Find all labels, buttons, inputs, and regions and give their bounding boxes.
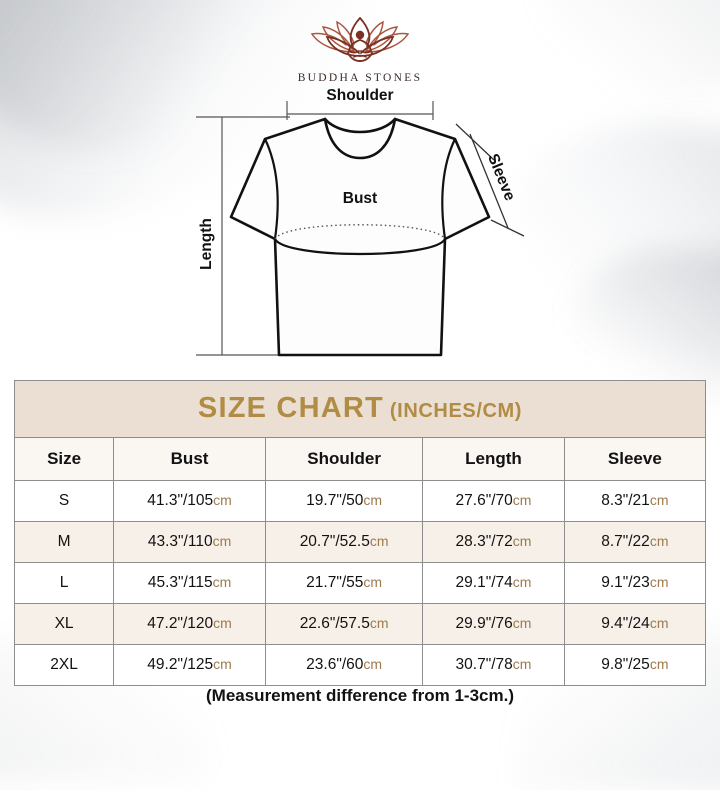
measurement-difference-note: (Measurement difference from 1-3cm.) — [206, 686, 514, 705]
cell-bust: 49.2"/125cm — [113, 644, 266, 685]
cell-size: 2XL — [15, 644, 114, 685]
size-chart-table: Size Bust Shoulder Length Sleeve S 41.3"… — [15, 437, 705, 685]
sleeve-label: Sleeve — [484, 151, 518, 203]
size-chart-units: (INCHES/CM) — [389, 400, 523, 422]
cell-shoulder: 20.7"/52.5cm — [264, 521, 423, 563]
cell-size: XL — [15, 603, 114, 645]
armhole-seam-right — [441, 138, 456, 240]
length-label: Length — [198, 218, 215, 270]
cell-bust: 47.2"/120cm — [113, 603, 266, 645]
column-header-sleeve: Sleeve — [563, 437, 705, 481]
cell-length: 29.1"/74cm — [422, 562, 565, 604]
cell-shoulder: 19.7"/50cm — [264, 480, 423, 522]
cell-size: L — [15, 562, 114, 604]
tshirt-outline — [229, 117, 491, 357]
bust-arc-lower — [274, 238, 446, 256]
tshirt-measurement-diagram: Shoulder Bust Length Sleeve — [196, 87, 525, 357]
cell-sleeve: 9.1"/23cm — [563, 562, 705, 604]
cell-length: 27.6"/70cm — [422, 480, 565, 522]
cell-sleeve: 8.3"/21cm — [563, 480, 705, 522]
bust-label: Bust — [343, 190, 377, 207]
lotus-meditation-icon — [304, 12, 416, 71]
cell-shoulder: 21.7"/55cm — [264, 562, 423, 604]
size-chart-title: SIZE CHART — [197, 392, 384, 424]
cell-sleeve: 8.7"/22cm — [563, 521, 705, 563]
brand-name: BUDDHA STONES — [297, 72, 423, 84]
cell-sleeve: 9.4"/24cm — [563, 603, 705, 645]
cell-length: 28.3"/72cm — [422, 521, 565, 563]
table-row: L 45.3"/115cm 21.7"/55cm 29.1"/74cm 9.1"… — [15, 562, 705, 604]
column-header-bust: Bust — [113, 437, 266, 481]
measurement-guides — [196, 101, 434, 356]
cell-shoulder: 23.6"/60cm — [264, 644, 423, 685]
table-header-row: Size Bust Shoulder Length Sleeve — [15, 437, 705, 481]
table-row: S 41.3"/105cm 19.7"/50cm 27.6"/70cm 8.3"… — [15, 480, 705, 522]
cell-size: S — [15, 480, 114, 522]
sleeve-guide — [455, 123, 525, 237]
cell-length: 30.7"/78cm — [422, 644, 565, 685]
column-header-length: Length — [422, 437, 565, 481]
cell-bust: 43.3"/110cm — [113, 521, 266, 563]
size-chart-title-bar: SIZE CHART (INCHES/CM) — [15, 381, 705, 437]
cell-bust: 45.3"/115cm — [113, 562, 266, 604]
table-row: M 43.3"/110cm 20.7"/52.5cm 28.3"/72cm 8.… — [15, 521, 705, 563]
armhole-seam-left — [264, 138, 279, 240]
cell-length: 29.9"/76cm — [422, 603, 565, 645]
cell-sleeve: 9.8"/25cm — [563, 644, 705, 685]
column-header-shoulder: Shoulder — [264, 437, 423, 481]
column-header-size: Size — [15, 437, 114, 481]
cell-shoulder: 22.6"/57.5cm — [264, 603, 423, 645]
shoulder-label: Shoulder — [326, 87, 393, 104]
cell-size: M — [15, 521, 114, 563]
size-chart-panel: SIZE CHART (INCHES/CM) Size Bust Shoulder… — [14, 380, 706, 686]
neckline — [323, 117, 397, 160]
table-row: XL 47.2"/120cm 22.6"/57.5cm 29.9"/76cm 9… — [15, 603, 705, 645]
brand-logo: BUDDHA STONES — [0, 12, 720, 84]
cell-bust: 41.3"/105cm — [113, 480, 266, 522]
table-row: 2XL 49.2"/125cm 23.6"/60cm 30.7"/78cm 9.… — [15, 644, 705, 685]
